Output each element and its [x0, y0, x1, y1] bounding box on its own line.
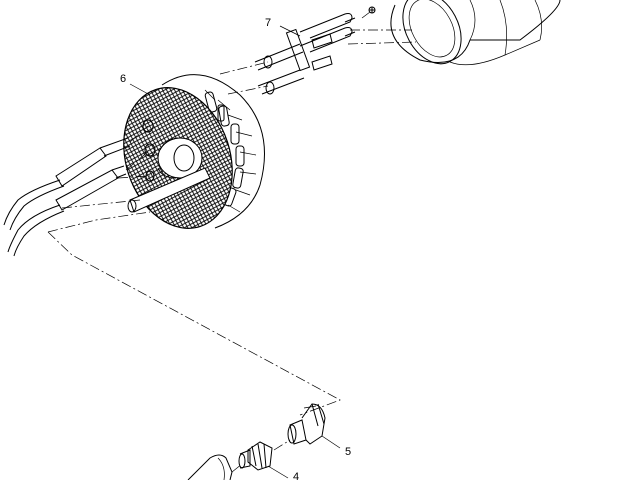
- ignition-cables: [3, 137, 131, 257]
- burner-tube: [390, 0, 561, 66]
- ignition-electrode-assembly: [254, 13, 356, 95]
- callout-7: 7: [265, 17, 271, 29]
- nozzle-fitting: [287, 403, 326, 445]
- callout-5: 5: [345, 446, 351, 458]
- threaded-adapter: [238, 441, 273, 471]
- electrode-screw: [368, 6, 376, 14]
- pump-housing-partial: [187, 454, 233, 480]
- assembly-path-line-lower: [47, 231, 341, 416]
- assembly-path-line: [47, 211, 151, 233]
- leader-line-5: [321, 435, 341, 449]
- callout-6: 6: [120, 73, 126, 85]
- leader-line-7: [279, 25, 301, 37]
- flame-plate-assembly: [123, 74, 265, 229]
- leader-line-4: [267, 465, 289, 479]
- callout-4: 4: [293, 471, 299, 480]
- leader-line-6: [129, 83, 151, 96]
